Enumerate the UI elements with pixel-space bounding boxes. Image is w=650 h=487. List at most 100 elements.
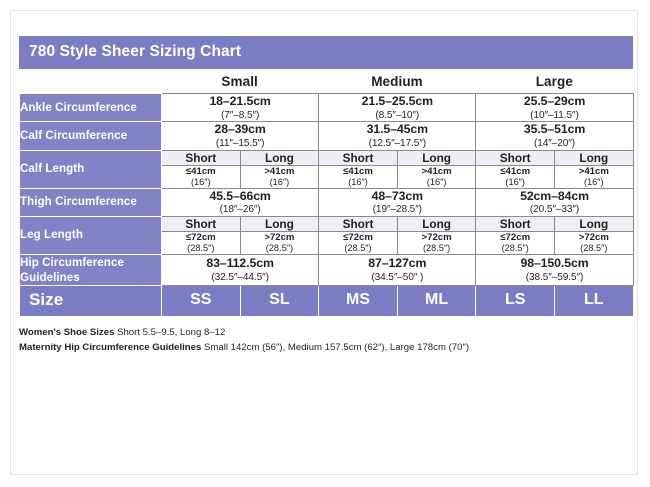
sub-header-calf-small-long: Long (239, 149, 320, 166)
cell-calf-circ-medium: 31.5–45cm (12.5″–17.5″) (318, 121, 477, 151)
metric-value: >72cm (264, 232, 295, 244)
imperial-value: (11″–15.5″) (215, 137, 265, 149)
imperial-value: (20.5″–33″) (529, 204, 580, 216)
metric-value: 25.5–29cm (523, 94, 586, 108)
metric-value: 18–21.5cm (209, 94, 271, 108)
cell-leg-length-ll: >72cm (28.5″) (554, 231, 634, 255)
metric-value: 35.5–51cm (523, 122, 586, 137)
imperial-value: (14″–20″) (533, 137, 576, 149)
imperial-value: (10″–11.5″) (530, 109, 579, 121)
footnote-maternity-hip-label: Maternity Hip Circumference Guidelines (19, 341, 202, 353)
metric-value: 83–112.5cm (206, 256, 274, 271)
imperial-value: (34.5″–50″ ) (371, 271, 424, 283)
imperial-value: (16″) (348, 176, 368, 187)
cell-leg-length-ls: ≤72cm (28.5″) (475, 231, 555, 255)
cell-ankle-large: 25.5–29cm (10″–11.5″) (475, 92, 634, 123)
cell-calf-length-ls: ≤41cm (16″) (475, 164, 555, 189)
cell-thigh-medium: 48–73cm (19″–28.5″) (318, 187, 477, 218)
cell-thigh-large: 52cm–84cm (20.5″–33″) (475, 187, 634, 218)
group-header-small: Small (221, 73, 258, 89)
cell-calf-length-ss: ≤41cm (16″) (161, 164, 241, 189)
metric-value: ≤72cm (500, 232, 531, 244)
cell-calf-length-ll: >41cm (16″) (554, 164, 634, 189)
metric-value: ≤72cm (185, 232, 216, 244)
metric-value: >72cm (421, 232, 452, 244)
cell-ankle-small: 18–21.5cm (7″–8.5″) (160, 92, 320, 123)
cell-leg-length-sl: >72cm (28.5″) (239, 231, 320, 255)
table-row-calf-length-headers: Calf Length Short Long Short Long Short … (19, 149, 634, 189)
imperial-value: (7″–8.5″) (220, 109, 260, 121)
table-row-thigh-circumference: Thigh Circumference 45.5–66cm (18″–26″) … (19, 187, 634, 218)
row-label-calf-circumference: Calf Circumference (19, 121, 162, 151)
group-header-medium: Medium (371, 73, 423, 89)
metric-value: 52cm–84cm (520, 188, 589, 203)
sub-header-leg-large-long: Long (554, 216, 634, 233)
size-code-sl: SL (239, 284, 320, 317)
imperial-value: (28.5″) (187, 243, 215, 254)
cell-leg-length-ms: ≤72cm (28.5″) (318, 231, 398, 255)
sub-header-calf-small-short: Short (161, 149, 241, 166)
metric-value: ≤41cm (500, 165, 531, 177)
size-code-ss: SS (161, 284, 241, 317)
footnote-shoe-sizes-text: Short 5.5–9.5, Long 8–12 (114, 326, 226, 338)
sub-header-calf-medium-short: Short (318, 149, 398, 166)
imperial-value: (12.5″–17.5″) (368, 137, 427, 149)
metric-value: ≤41cm (185, 165, 216, 177)
metric-value: >41cm (421, 165, 452, 177)
row-label-leg-length: Leg Length (19, 216, 162, 255)
row-label-thigh-circumference: Thigh Circumference (19, 187, 162, 218)
metric-value: ≤72cm (343, 232, 373, 244)
table-row-calf-length-values: ≤41cm (16″) >41cm (16″) ≤41cm (16″) >41c… (20, 164, 634, 189)
table-row-calf-circumference: Calf Circumference 28–39cm (11″–15.5″) 3… (19, 121, 634, 151)
sub-header-leg-small-short: Short (161, 216, 241, 233)
metric-value: >41cm (578, 165, 609, 177)
cell-calf-circ-small: 28–39cm (11″–15.5″) (160, 121, 320, 151)
imperial-value: (16″) (269, 176, 290, 187)
cell-leg-length-ml: >72cm (28.5″) (396, 231, 477, 255)
imperial-value: (19″–28.5″) (372, 204, 422, 216)
cell-thigh-small: 45.5–66cm (18″–26″) (160, 187, 320, 218)
imperial-value: (28.5″) (580, 243, 608, 254)
footnote-maternity-hip-text: Small 142cm (56″), Medium 157.5cm (62″),… (201, 341, 470, 353)
metric-value: 98–150.5cm (520, 256, 589, 271)
group-header-large: Large (535, 73, 573, 89)
size-code-ls: LS (475, 284, 555, 317)
sub-header-leg-large-short: Short (475, 216, 555, 233)
sub-header-calf-medium-long: Long (396, 149, 477, 166)
metric-value: >41cm (264, 165, 295, 177)
sub-header-leg-medium-long: Long (396, 216, 477, 233)
cell-ankle-medium: 21.5–25.5cm (8.5″–10″) (318, 92, 477, 123)
imperial-value: (18″–26″) (219, 204, 261, 216)
imperial-value: (28.5″) (265, 243, 294, 254)
imperial-value: (28.5″) (422, 243, 451, 254)
chart-title-bar: 780 Style Sheer Sizing Chart (19, 36, 633, 69)
size-code-ms: MS (318, 284, 398, 317)
metric-value: >72cm (578, 232, 609, 244)
cell-hip-small: 83–112.5cm (32.5″–44.5″) (160, 253, 320, 286)
metric-value: 48–73cm (371, 188, 423, 203)
imperial-value: (28.5″) (344, 243, 372, 254)
imperial-value: (38.5″–59.5″) (525, 271, 584, 283)
cell-hip-medium: 87–127cm (34.5″–50″ ) (318, 253, 477, 286)
row-label-ankle-circumference: Ankle Circumference (19, 92, 162, 123)
footnote-maternity-hip: Maternity Hip Circumference Guidelines S… (19, 341, 633, 356)
imperial-value: (16″) (191, 176, 211, 187)
sub-header-leg-small-long: Long (239, 216, 320, 233)
row-label-calf-length: Calf Length (19, 149, 162, 189)
table-row-leg-length-headers: Leg Length Short Long Short Long Short L… (19, 216, 634, 255)
size-group-header-row: Small Medium Large (19, 69, 633, 93)
footnotes: Women's Shoe Sizes Short 5.5–9.5, Long 8… (19, 326, 633, 356)
metric-value: 87–127cm (368, 256, 427, 271)
footnote-shoe-sizes-label: Women's Shoe Sizes (19, 326, 115, 338)
table-row-ankle-circumference: Ankle Circumference 18–21.5cm (7″–8.5″) … (19, 92, 634, 123)
row-label-hip-circumference: Hip Circumference Guidelines (19, 253, 162, 286)
sub-header-leg-medium-short: Short (318, 216, 398, 233)
sizing-chart-card: 780 Style Sheer Sizing Chart Small Mediu… (10, 10, 638, 475)
sub-header-calf-large-short: Short (475, 149, 555, 166)
sizing-table: Ankle Circumference 18–21.5cm (7″–8.5″) … (19, 92, 634, 317)
imperial-value: (8.5″–10″) (375, 109, 420, 121)
cell-calf-length-ms: ≤41cm (16″) (318, 164, 398, 189)
size-code-ml: ML (396, 284, 477, 317)
metric-value: ≤41cm (343, 165, 373, 177)
row-label-size: Size (19, 284, 162, 317)
